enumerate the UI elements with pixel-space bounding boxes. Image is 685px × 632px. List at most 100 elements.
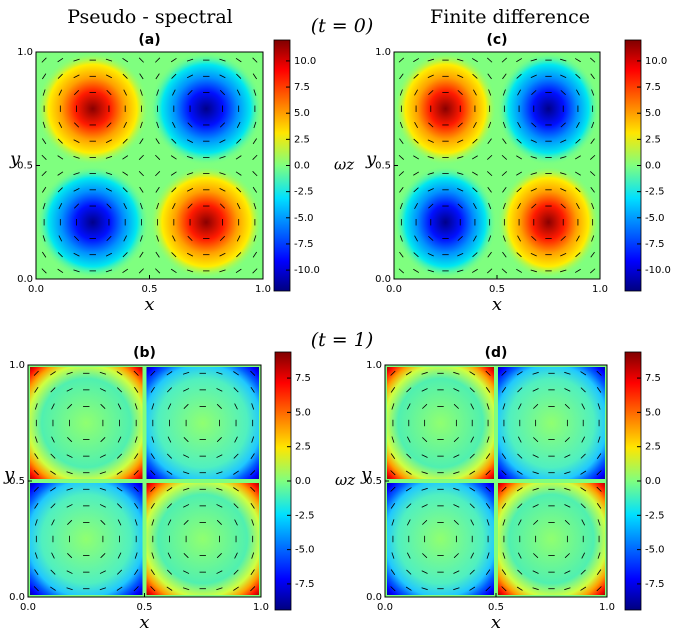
velocity-arrow [216, 487, 223, 491]
velocity-arrow [457, 74, 464, 79]
colorbar-tick-label: -2.5 [295, 510, 315, 521]
velocity-arrow [150, 386, 155, 393]
velocity-arrow [485, 387, 491, 393]
velocity-arrow [517, 453, 523, 459]
velocity-arrow [457, 58, 464, 62]
velocity-arrow [398, 154, 404, 160]
velocity-arrow [41, 186, 47, 193]
velocity-arrow [233, 487, 239, 492]
velocity-arrow [517, 569, 523, 575]
velocity-arrow [533, 403, 539, 409]
velocity-arrow [99, 487, 107, 491]
velocity-arrow [186, 139, 194, 143]
velocity-arrow [597, 552, 601, 559]
velocity-arrow [502, 73, 507, 80]
velocity-arrow [155, 251, 160, 258]
velocity-arrow [574, 268, 581, 273]
velocity-arrow [251, 403, 255, 410]
velocity-arrow [457, 172, 464, 175]
velocity-arrow [517, 121, 521, 128]
velocity-arrow [166, 470, 173, 475]
velocity-arrow [234, 519, 238, 526]
velocity-arrow [501, 486, 507, 492]
velocity-arrow [530, 156, 537, 159]
velocity-arrow [41, 73, 47, 80]
velocity-arrow [516, 187, 522, 193]
velocity-arrow [564, 487, 571, 491]
colorbar-tick-label: -7.5 [645, 579, 665, 590]
velocity-arrow [50, 453, 56, 459]
velocity-arrow [182, 371, 190, 375]
velocity-arrow [233, 569, 239, 575]
velocity-arrow [105, 172, 113, 175]
velocity-arrow [134, 552, 138, 559]
colorbar-tick-label: 7.5 [295, 373, 311, 384]
velocity-arrow [170, 171, 177, 176]
velocity-arrow [117, 403, 122, 410]
velocity-arrow [219, 74, 226, 79]
velocity-arrow [51, 403, 55, 410]
velocity-arrow [117, 552, 122, 559]
velocity-arrow [564, 437, 570, 443]
colorbar-tick-label: 2.5 [295, 442, 311, 453]
velocity-arrow [422, 553, 428, 559]
velocity-arrow [183, 553, 189, 559]
velocity-arrow [501, 453, 507, 459]
velocity-arrow [170, 57, 177, 63]
y-tick-label: 1.0 [9, 360, 25, 371]
velocity-arrow [138, 171, 144, 177]
velocity-arrow [421, 471, 428, 475]
velocity-arrow [469, 487, 476, 492]
velocity-arrow [34, 569, 39, 576]
velocity-arrow [172, 202, 176, 210]
velocity-arrow [73, 74, 80, 79]
velocity-arrow [453, 454, 460, 458]
velocity-arrow [485, 586, 491, 592]
colorbar-tick-label: 5.0 [295, 407, 311, 418]
colorbar-tick-label: -5.0 [295, 545, 315, 556]
colorbar-tick-label: 5.0 [645, 407, 661, 418]
x-axis-label: x [139, 612, 149, 632]
velocity-arrow [391, 519, 395, 526]
velocity-arrow [236, 202, 241, 210]
velocity-arrow [517, 235, 521, 242]
velocity-arrow [560, 74, 567, 79]
velocity-arrow [413, 268, 420, 273]
velocity-arrow [100, 437, 106, 443]
y-tick-label: 0.5 [17, 161, 33, 172]
velocity-arrow [472, 252, 478, 258]
velocity-arrow [399, 235, 403, 242]
velocity-arrow [516, 268, 523, 273]
velocity-arrow [122, 73, 128, 79]
velocity-arrow [453, 471, 460, 475]
velocity-arrow [469, 371, 476, 376]
velocity-arrow [166, 453, 173, 459]
velocity-arrow [413, 138, 419, 144]
velocity-arrow [596, 569, 602, 575]
velocity-arrow [530, 269, 537, 273]
velocity-arrow [51, 552, 55, 559]
velocity-arrow [34, 386, 39, 393]
velocity-arrow [453, 371, 460, 375]
vortex-cell [387, 367, 494, 479]
velocity-arrow [150, 569, 155, 576]
velocity-arrow [399, 73, 404, 80]
velocity-arrow [399, 202, 403, 210]
velocity-arrow [116, 503, 123, 509]
velocity-arrow [488, 121, 492, 129]
velocity-arrow [116, 487, 123, 492]
velocity-arrow [472, 73, 478, 79]
velocity-arrow [502, 519, 506, 526]
velocity-arrow [122, 187, 128, 193]
y-tick-label: 0.0 [366, 592, 382, 603]
velocity-arrow [580, 586, 587, 591]
velocity-arrow [590, 73, 595, 80]
velocity-arrow [140, 202, 143, 210]
velocity-arrow [580, 470, 587, 475]
velocity-arrow [250, 386, 255, 393]
velocity-arrow [398, 57, 404, 63]
velocity-arrow [421, 570, 428, 574]
velocity-arrow [235, 57, 242, 63]
velocity-arrow [116, 371, 123, 376]
velocity-arrow [427, 188, 434, 192]
